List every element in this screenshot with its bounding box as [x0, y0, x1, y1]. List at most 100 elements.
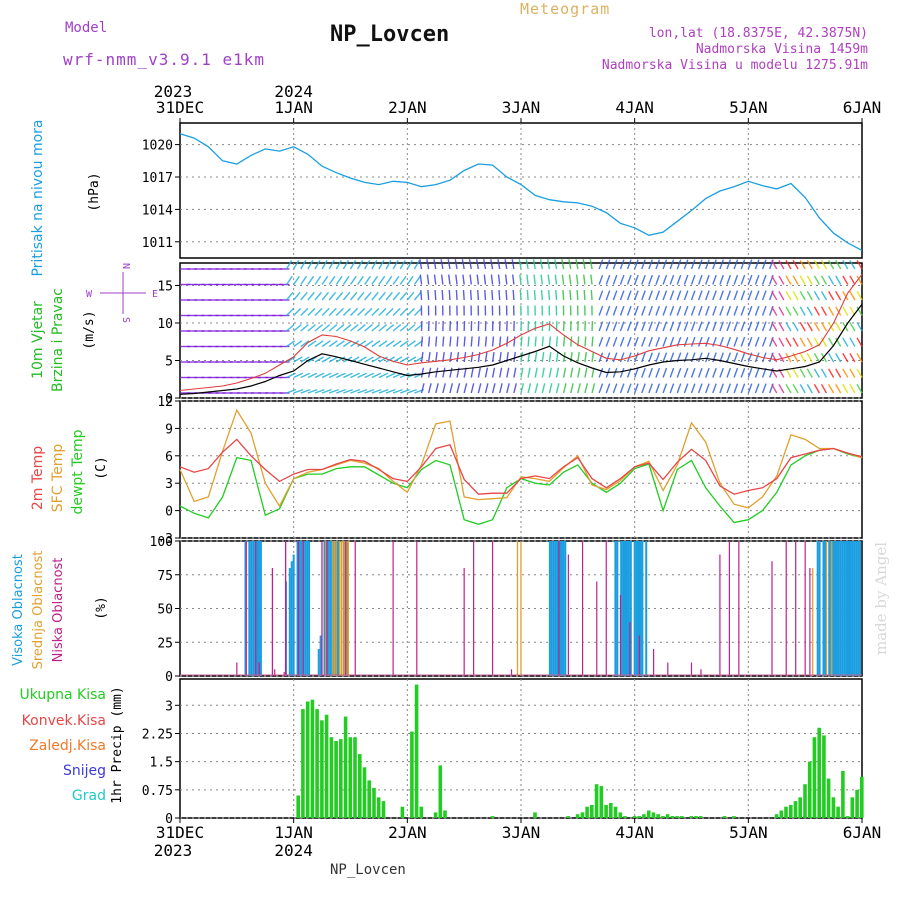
wind-arrow — [799, 290, 806, 301]
precip-bar — [305, 701, 310, 818]
wind-arrow — [328, 324, 338, 332]
wind-arrow — [419, 274, 423, 285]
wind-arrow — [712, 367, 717, 378]
cloud-ytick-label: 0 — [165, 670, 173, 685]
wind-arrow — [813, 368, 820, 378]
wind-arrow — [605, 274, 611, 285]
wind-speed-line — [179, 303, 863, 395]
wind-arrow — [328, 275, 336, 285]
wind-arrow — [399, 324, 409, 332]
wind-arrow — [568, 259, 572, 270]
wind-arrow — [286, 340, 296, 348]
wind-arrow — [314, 388, 325, 394]
wind-arrow — [634, 274, 639, 285]
wind-arrow — [455, 289, 458, 301]
wind-arrow — [350, 307, 359, 316]
wind-arrow — [555, 352, 559, 363]
wind-arrow — [364, 356, 374, 363]
wind-arrow — [806, 352, 813, 363]
wind-arrow — [321, 324, 331, 332]
wind-arrow — [449, 336, 452, 347]
wind-arrow — [591, 367, 595, 378]
wind-arrow — [300, 307, 309, 316]
wind-arrow — [626, 259, 632, 270]
wind-arrow — [484, 352, 488, 363]
wind-arrow — [726, 352, 732, 363]
wind-arrow — [785, 321, 792, 332]
wind-arrow — [350, 372, 360, 379]
wind-arrow — [378, 275, 386, 285]
wind-arrow — [820, 352, 828, 363]
wind-arrow — [584, 336, 587, 347]
wind-arrow — [497, 274, 501, 285]
precip-bar — [822, 735, 826, 818]
wind-arrow — [406, 291, 415, 301]
wind-arrow — [512, 289, 515, 301]
wind-arrow — [570, 336, 573, 347]
wind-arrow — [533, 274, 536, 285]
wind-arrow — [662, 367, 668, 378]
temperature-ytick-label: 0 — [165, 505, 173, 520]
wind-arrow — [328, 340, 338, 348]
wind-arrow — [570, 352, 573, 363]
precip-bar — [826, 778, 831, 818]
wind-arrow — [669, 321, 675, 332]
wind-arrow — [399, 388, 410, 394]
wind-arrow — [392, 324, 402, 332]
precip-bar — [320, 720, 324, 818]
wind-arrow — [321, 307, 330, 316]
wind-arrow — [747, 321, 753, 332]
wind-arrow — [676, 290, 682, 301]
wind-arrow — [364, 275, 371, 285]
wind-arrow — [705, 352, 710, 363]
wind-arrow — [619, 290, 625, 301]
wind-arrow — [605, 290, 611, 301]
precip-bar — [419, 806, 424, 818]
wind-arrow — [726, 336, 732, 347]
precip-bar — [324, 714, 329, 818]
wind-arrow — [555, 336, 559, 347]
temperature-ytick-label: 9 — [165, 422, 173, 437]
wind-arrow — [520, 383, 525, 394]
temperature-ytick-label: -3 — [157, 532, 173, 547]
wind-arrow — [519, 289, 522, 301]
wind-arrow — [328, 259, 335, 270]
wind-arrow — [448, 274, 451, 285]
wind-arrow — [470, 383, 475, 394]
wind-arrow — [343, 372, 353, 379]
wind-arrow — [806, 259, 813, 270]
wind-arrow — [371, 388, 382, 394]
wind-arrow — [849, 337, 856, 347]
precip-bar — [438, 765, 443, 818]
precip-bar — [774, 814, 779, 818]
wind-arrow — [705, 305, 710, 316]
wind-arrow — [705, 336, 710, 347]
wind-arrow — [740, 336, 746, 347]
wind-arrow — [842, 383, 849, 394]
wind-arrow — [648, 336, 653, 347]
wind-arrow — [612, 305, 618, 316]
wind-arrow — [619, 321, 625, 332]
wind-arrow — [697, 274, 703, 285]
wind-arrow — [835, 290, 842, 301]
wind-arrow — [747, 274, 753, 285]
wind-arrow — [420, 289, 423, 301]
wind-arrow — [820, 337, 828, 347]
wind-arrow — [406, 275, 414, 285]
wind-arrow — [655, 383, 661, 394]
wind-arrow — [626, 290, 632, 301]
wind-arrow — [555, 383, 560, 394]
wind-arrow — [662, 290, 668, 301]
pressure-ytick-label: 1020 — [142, 139, 173, 154]
wind-arrow — [612, 367, 618, 378]
precip-bar — [410, 731, 414, 818]
wind-arrow — [799, 383, 806, 394]
wind-arrow — [676, 259, 682, 270]
wind-arrow — [785, 383, 792, 394]
wind-arrow — [413, 307, 422, 316]
wind-arrow — [820, 306, 828, 316]
wind-arrow — [562, 289, 565, 301]
wind-arrow — [612, 352, 618, 363]
wind-arrow — [719, 321, 724, 332]
precip-bar — [850, 797, 855, 818]
